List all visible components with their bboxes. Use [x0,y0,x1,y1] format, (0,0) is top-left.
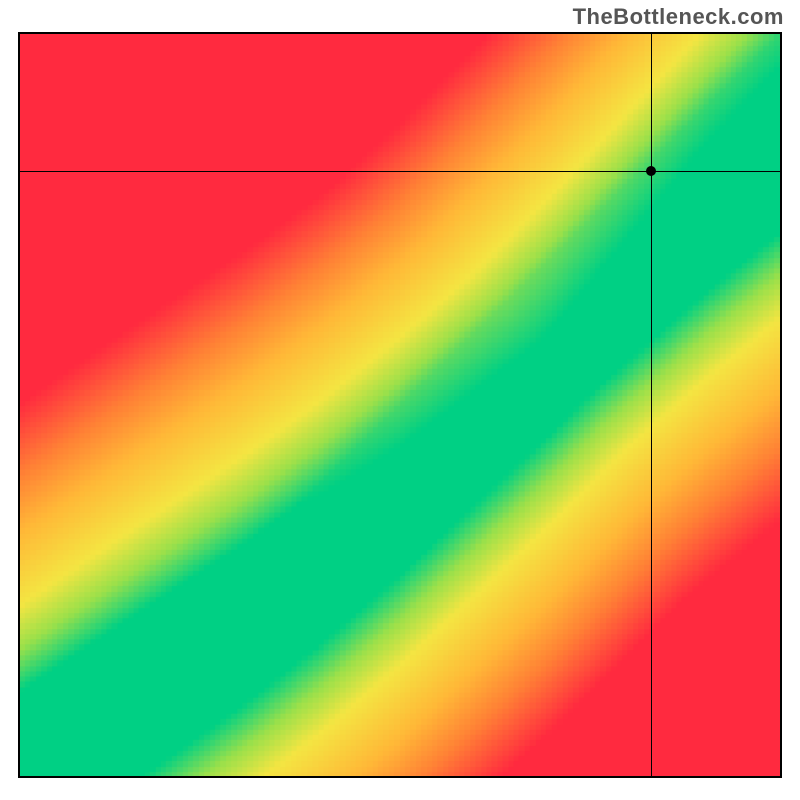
heatmap-frame [18,32,782,778]
watermark-text: TheBottleneck.com [573,4,784,30]
heatmap-canvas [20,34,780,776]
